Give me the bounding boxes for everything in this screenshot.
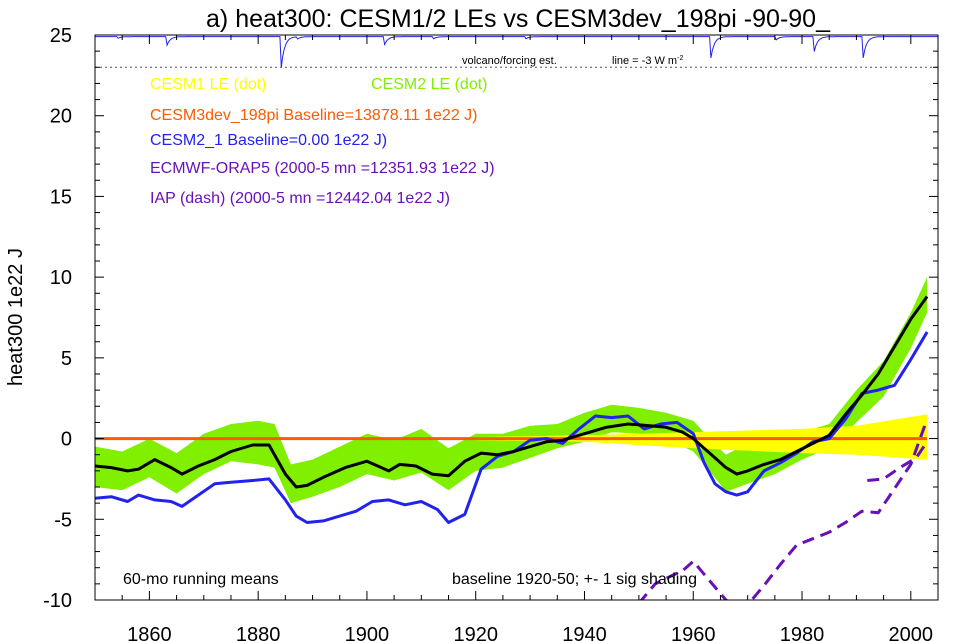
y-tick-label: 15 xyxy=(50,186,72,208)
line-label-superscript: -2 xyxy=(677,55,683,62)
shaded-bands xyxy=(95,277,928,504)
x-axis: 1860 1880 1900 1920 1940 1960 1980 2000 xyxy=(94,35,939,641)
x-tick-label: 2000 xyxy=(889,624,934,641)
x-tick-label: 1980 xyxy=(780,624,825,641)
series-cesm1-band xyxy=(475,414,928,460)
y-axis-label: heat300 1e22 J xyxy=(5,248,27,386)
legend-iap: IAP (dash) (2000-5 mn =12442.04 1e22 J) xyxy=(150,190,450,207)
legend-cesm1: CESM1 LE (dot) xyxy=(150,76,266,93)
legend-cesm3: CESM3dev_198pi Baseline=13878.11 1e22 J) xyxy=(150,107,478,124)
note-baseline: baseline 1920-50; +- 1 sig shading xyxy=(452,571,697,588)
series-cesm2-band xyxy=(95,277,928,504)
y-axis: -10 -5 0 5 10 15 20 25 xyxy=(43,25,938,612)
x-tick-label: 1900 xyxy=(345,624,390,641)
series-ecmwf-line xyxy=(867,440,929,482)
volcano-forcing-line xyxy=(95,36,938,68)
line-label-text: line = -3 W m xyxy=(612,55,677,67)
y-tick-label: 0 xyxy=(61,429,72,451)
series-lines xyxy=(95,295,929,600)
y-tick-label: 20 xyxy=(50,106,72,128)
legend-cesm2: CESM2 LE (dot) xyxy=(371,76,487,93)
plot-frame xyxy=(94,34,939,601)
plot-area: 1860 1880 1900 1920 1940 1960 1980 2000 -10 -5 0 5… xyxy=(43,25,939,641)
legend: CESM1 LE (dot) CESM2 LE (dot) CESM3dev_1… xyxy=(150,76,495,207)
y-tick-label: -5 xyxy=(54,509,72,531)
y-tick-label: 10 xyxy=(50,267,72,289)
x-tick-label: 1940 xyxy=(562,624,607,641)
legend-ecmwf: ECMWF-ORAP5 (2000-5 mn =12351.93 1e22 J) xyxy=(150,160,495,177)
y-tick-label: -10 xyxy=(43,590,72,612)
legend-cesm2-1: CESM2_1 Baseline=0.00 1e22 J) xyxy=(150,132,387,149)
x-tick-label: 1920 xyxy=(453,624,498,641)
series-ensemble-mean-line xyxy=(95,295,929,489)
y-tick-label: 5 xyxy=(61,348,72,370)
volcano-panel xyxy=(95,36,938,68)
note-running-means: 60-mo running means xyxy=(123,571,279,588)
volcano-label: volcano/forcing est. xyxy=(462,55,557,67)
line-label: line = -3 W m-2 xyxy=(612,55,683,67)
x-tick-label: 1880 xyxy=(236,624,281,641)
chart-title: a) heat300: CESM1/2 LEs vs CESM3dev_198p… xyxy=(206,5,831,33)
series-iap-line xyxy=(639,418,929,600)
x-tick-label: 1960 xyxy=(671,624,716,641)
series-cesm2-1-line xyxy=(95,331,929,524)
y-tick-label: 25 xyxy=(50,25,72,47)
x-tick-label: 1860 xyxy=(127,624,172,641)
